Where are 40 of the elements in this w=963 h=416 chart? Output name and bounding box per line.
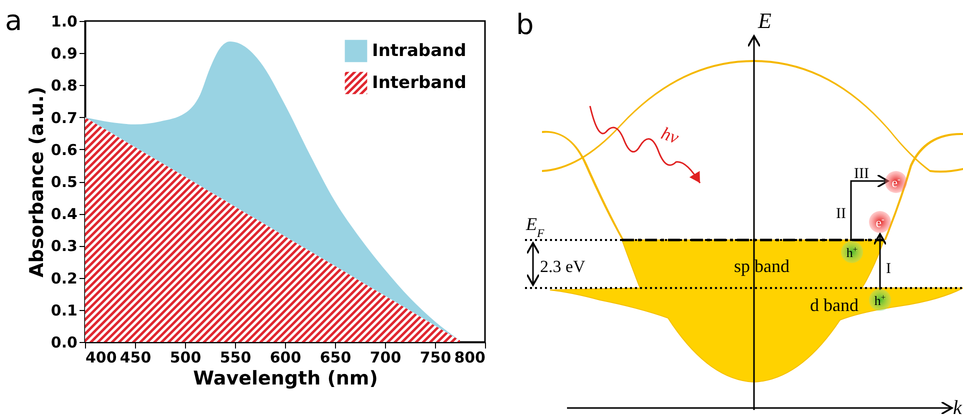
legend-label: Interband — [372, 73, 466, 93]
text: d band — [810, 295, 858, 315]
y-axis-title: Absorbance (a.u.) — [26, 86, 48, 278]
text: b — [516, 8, 534, 41]
x-tick-label: 650 — [320, 348, 352, 366]
x-tick-label: 750 — [420, 348, 452, 366]
x-tick-label: 450 — [120, 348, 152, 366]
x-tick-label: 700 — [370, 348, 402, 366]
text: sp band — [734, 256, 790, 276]
x-tick-label: 550 — [220, 348, 252, 366]
chart-title: a — [5, 4, 22, 37]
text: h$^{+}$ — [846, 244, 858, 260]
text: e$^{-}$ — [892, 174, 900, 190]
y-tick-label: 0.8 — [50, 76, 78, 95]
x-tick-label: 400 — [86, 348, 117, 366]
y-tick-label: 0.6 — [50, 140, 78, 159]
y-tick-label: 0.5 — [50, 173, 78, 191]
text: e$^{-}$ — [876, 214, 884, 230]
text: hν — [658, 122, 682, 148]
y-tick-label: 1.0 — [50, 12, 78, 30]
y-tick-label: 0.3 — [50, 237, 78, 256]
x-tick-label: 800 — [454, 348, 486, 366]
text: k — [953, 397, 963, 416]
text: I — [886, 261, 891, 277]
y-tick-label: 0.2 — [50, 269, 78, 288]
y-tick-label: 0.4 — [50, 205, 78, 224]
y-tick-label: 0.7 — [50, 108, 78, 127]
text: E — [757, 8, 772, 33]
text: II — [836, 206, 846, 222]
legend-label: Intraband — [372, 41, 466, 61]
text: III — [854, 166, 869, 182]
text: 2.3 eV — [540, 257, 586, 276]
text: E$_{F}$ — [525, 214, 545, 240]
x-tick-label: 600 — [270, 348, 302, 366]
text: h$^{+}$ — [874, 292, 886, 308]
y-tick-label: 0.1 — [50, 301, 78, 320]
x-axis-title: Wavelength (nm) — [193, 368, 378, 390]
x-tick-label: 500 — [170, 348, 202, 366]
y-tick-label: 0.9 — [50, 44, 78, 63]
y-tick-label: 0.0 — [50, 334, 78, 352]
